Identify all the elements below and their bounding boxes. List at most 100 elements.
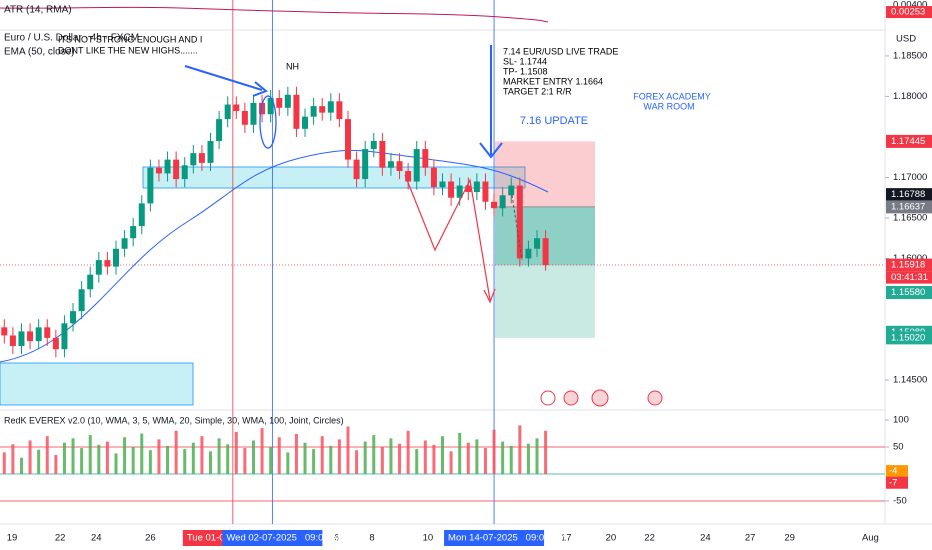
candle-body bbox=[164, 159, 171, 174]
y-tick-label: 1.16000 bbox=[893, 253, 927, 264]
icon[interactable] bbox=[563, 390, 579, 406]
icon[interactable] bbox=[540, 390, 556, 406]
candle-body bbox=[267, 98, 274, 115]
x-tick-label: 22 bbox=[644, 533, 655, 544]
indicator-last-box bbox=[886, 476, 908, 489]
candle-body bbox=[465, 185, 472, 193]
arrow bbox=[184, 65, 263, 91]
indicator-bar bbox=[114, 453, 118, 474]
candle-body bbox=[302, 116, 309, 129]
price-label-box bbox=[886, 258, 932, 272]
candle-body bbox=[78, 289, 85, 312]
candle-body bbox=[87, 274, 94, 290]
candle-body bbox=[387, 161, 394, 168]
indicator-bar bbox=[174, 430, 178, 474]
indicator-bar bbox=[406, 430, 410, 474]
icon[interactable] bbox=[591, 389, 609, 407]
candle-body bbox=[95, 260, 102, 275]
zone bbox=[0, 362, 194, 406]
candle-body bbox=[259, 102, 266, 115]
indicator-bar bbox=[509, 445, 513, 474]
trade-note: MARKET ENTRY 1.1664 bbox=[503, 76, 603, 86]
axes: 1.18500 1.18000 1.17000 1.16500 1.16000 1.145… bbox=[7, 0, 932, 546]
indicator-bar bbox=[166, 445, 170, 474]
candle-body bbox=[344, 119, 351, 160]
candle-body bbox=[362, 149, 369, 180]
countdown-box bbox=[886, 271, 932, 284]
indicator-bar bbox=[28, 440, 32, 474]
indicator-bar bbox=[80, 448, 84, 474]
indicator-bar bbox=[312, 449, 316, 474]
candle-body bbox=[491, 201, 498, 209]
candle-body bbox=[473, 181, 480, 193]
indicator-bar bbox=[234, 431, 238, 474]
indicator-bar bbox=[200, 436, 204, 474]
currency: USD bbox=[896, 34, 916, 45]
indicator-bar bbox=[260, 428, 264, 474]
candle-body bbox=[482, 181, 489, 202]
indicator-tick-label: 100 bbox=[893, 415, 909, 426]
y-tick-label: 1.14500 bbox=[893, 375, 927, 386]
icon[interactable] bbox=[647, 390, 663, 406]
price-label: 1.16788 bbox=[891, 189, 925, 200]
candle-body bbox=[379, 140, 386, 168]
candle-body bbox=[370, 140, 377, 150]
indicator-bar bbox=[475, 439, 479, 474]
indicator-bar bbox=[71, 438, 75, 474]
indicator-bar bbox=[148, 450, 152, 474]
indicator-bar bbox=[277, 437, 281, 474]
x-tick-label: 24 bbox=[91, 533, 102, 544]
dashed-line bbox=[511, 194, 523, 261]
y-tick-label: 1.17000 bbox=[893, 172, 927, 183]
indicator-bar bbox=[105, 441, 109, 474]
x-highlight-box bbox=[222, 530, 323, 546]
candle-body bbox=[250, 102, 257, 125]
candle-body bbox=[173, 159, 180, 180]
trade-note: 7.14 EUR/USD LIVE TRADE bbox=[503, 46, 618, 56]
annotation: DONT LIKE THE NEW HIGHS....... bbox=[58, 45, 198, 55]
circle bbox=[259, 95, 277, 149]
candle-body bbox=[534, 238, 541, 249]
x-tick-label: 17 bbox=[561, 533, 572, 544]
indicator-bar bbox=[355, 450, 359, 474]
candle-body bbox=[525, 248, 532, 259]
target-zone bbox=[495, 206, 595, 338]
indicator-bar bbox=[251, 440, 255, 474]
indicator-bar bbox=[441, 436, 444, 474]
candle-body bbox=[9, 335, 16, 346]
atr-line bbox=[0, 6, 549, 23]
indicator-bar bbox=[88, 435, 92, 474]
x-tick-label: 8 bbox=[369, 533, 374, 544]
indicator-bar bbox=[398, 443, 402, 474]
candle-body bbox=[353, 159, 360, 180]
indicator-bar bbox=[209, 451, 213, 474]
indicator-bar bbox=[191, 442, 195, 474]
indicator-bar bbox=[337, 439, 341, 474]
indicator bbox=[2, 425, 548, 474]
candle-body bbox=[207, 140, 214, 163]
brand: WAR ROOM bbox=[643, 101, 694, 111]
indicator-bar bbox=[389, 438, 393, 474]
event-icons bbox=[540, 389, 663, 407]
indicator-last: -7 bbox=[889, 477, 897, 488]
atr-last: 0.00253 bbox=[891, 7, 925, 18]
candle-body bbox=[52, 337, 59, 350]
candle-body bbox=[147, 167, 154, 204]
candle-body bbox=[112, 248, 119, 267]
candle-body bbox=[18, 331, 25, 346]
candle-body bbox=[413, 149, 420, 182]
indicator-bar bbox=[217, 438, 221, 474]
stop-zone bbox=[495, 141, 595, 207]
x-highlight-label: Tue 01-0 bbox=[187, 533, 225, 544]
indicator-bar bbox=[140, 433, 144, 474]
candle-body bbox=[284, 94, 291, 108]
indicator-bar bbox=[45, 436, 49, 474]
candle-body bbox=[155, 167, 162, 174]
x-highlight-box bbox=[444, 530, 545, 546]
candle-body bbox=[422, 149, 429, 168]
indicator-bar bbox=[346, 426, 350, 474]
indicator-bar bbox=[19, 457, 23, 474]
candle-body bbox=[448, 181, 455, 198]
price-label: 1.15580 bbox=[891, 287, 925, 298]
price-label-box bbox=[886, 286, 932, 300]
